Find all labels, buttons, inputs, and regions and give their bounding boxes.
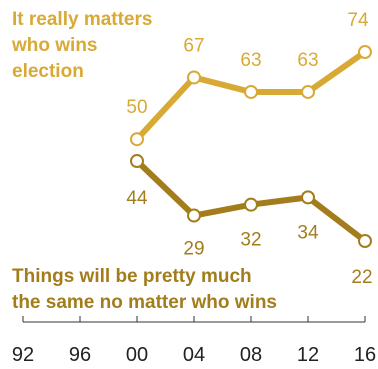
series-1-data-label-2000: 50	[126, 97, 147, 118]
series-2-data-label-2012: 34	[297, 222, 319, 243]
series-1-data-label-2008: 63	[240, 50, 261, 71]
x-tick-label-2008: 08	[240, 344, 262, 366]
x-tick-label-1996: 96	[69, 344, 91, 366]
series-label-2-group: Things will be pretty much the same no m…	[12, 266, 277, 313]
series-2-data-label-2016: 22	[351, 267, 372, 288]
series-2-point-2000	[130, 154, 144, 169]
x-tick-label-2012: 12	[297, 344, 319, 366]
x-tick-label-2016: 16	[354, 344, 376, 366]
series-label-1-line-1: It really matters	[12, 9, 152, 30]
series-1-point-2000	[130, 132, 144, 147]
series-2-point-2004	[187, 208, 201, 223]
x-axis: 92 96 00 04 08 12 16	[12, 316, 376, 366]
series-label-1-line-2: who wins	[11, 35, 98, 56]
x-tick-label-2004: 04	[183, 344, 205, 366]
series-2-point-2008	[244, 197, 258, 212]
series-1-point-2004	[187, 70, 201, 85]
series-1-point-2012	[301, 84, 315, 99]
series-2-data-label-2004: 29	[183, 239, 204, 260]
plot-area: 50 67 63 63 74 44 29 32 34 22	[126, 10, 372, 288]
series-label-2-line-2: the same no matter who wins	[12, 292, 277, 313]
series-label-1-line-3: election	[12, 61, 84, 82]
series-1-point-2008	[244, 84, 258, 99]
series-2-point-2012	[301, 190, 315, 205]
series-1-data-label-2012: 63	[297, 50, 318, 71]
x-tick-label-1992: 92	[12, 344, 34, 366]
series-2-data-label-2008: 32	[240, 230, 261, 251]
series-2-data-label-2000: 44	[126, 188, 148, 209]
x-tick-label-2000: 00	[126, 344, 148, 366]
series-1-data-label-2016: 74	[347, 10, 369, 31]
series-label-1-group: It really matters who wins election	[11, 9, 152, 82]
series-label-2-line-1: Things will be pretty much	[12, 266, 252, 287]
series-1-point-2016	[358, 45, 372, 59]
series-2-point-2016	[358, 234, 372, 248]
series-1-data-label-2004: 67	[183, 35, 204, 56]
